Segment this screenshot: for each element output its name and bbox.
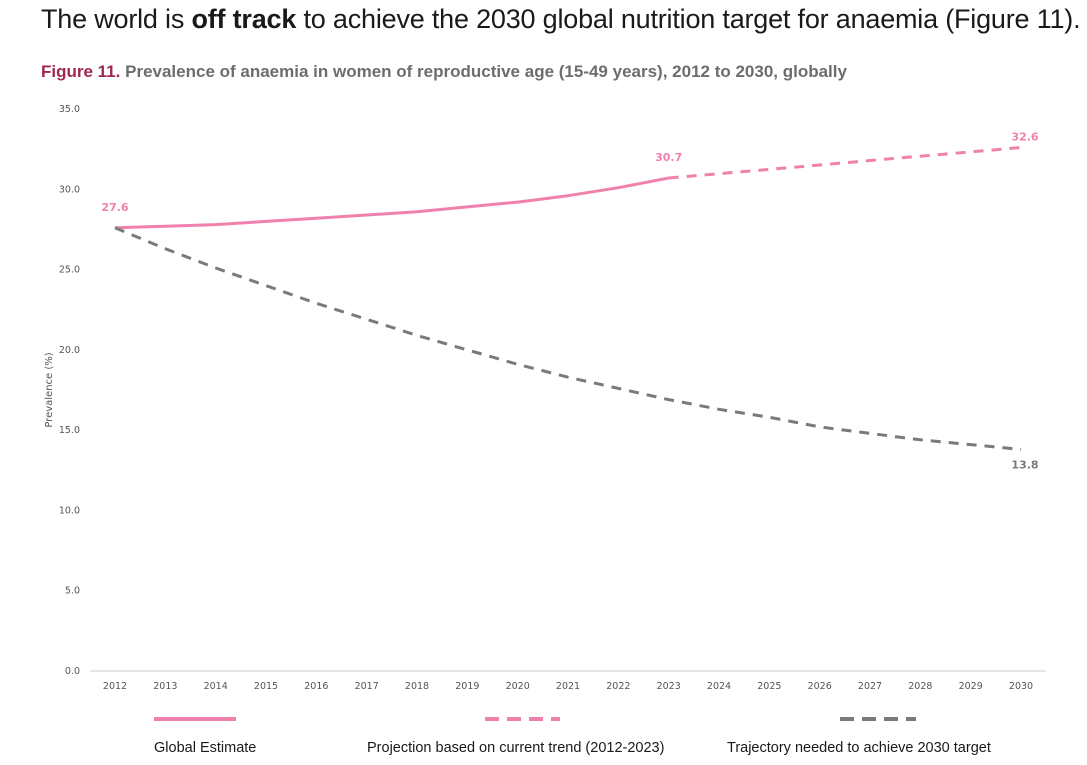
data-label: 32.6 bbox=[1011, 131, 1038, 144]
x-tick-label: 2021 bbox=[556, 681, 580, 692]
data-labels: 27.6 30.7 32.6 13.8 bbox=[101, 131, 1038, 472]
y-tick-label: 25.0 bbox=[59, 265, 80, 276]
x-tick-label: 2015 bbox=[254, 681, 278, 692]
x-tick-label: 2019 bbox=[455, 681, 479, 692]
x-tick-label: 2014 bbox=[204, 681, 228, 692]
x-tick-label: 2022 bbox=[606, 681, 630, 692]
x-tick-label: 2026 bbox=[808, 681, 832, 692]
x-tick-label: 2017 bbox=[355, 681, 379, 692]
data-label: 27.6 bbox=[101, 201, 128, 214]
x-tick-label: 2013 bbox=[153, 681, 177, 692]
x-tick-label: 2029 bbox=[959, 681, 983, 692]
y-tick-label: 0.0 bbox=[65, 666, 80, 677]
y-tick-label: 5.0 bbox=[65, 586, 80, 597]
x-tick-label: 2012 bbox=[103, 681, 127, 692]
y-tick-label: 30.0 bbox=[59, 184, 80, 195]
y-tick-label: 10.0 bbox=[59, 505, 80, 516]
headline-suffix: to achieve the 2030 global nutrition tar… bbox=[296, 4, 1081, 34]
data-label: 30.7 bbox=[655, 151, 682, 164]
figure-title: Figure 11. Prevalence of anaemia in wome… bbox=[41, 62, 847, 82]
target-trajectory-line bbox=[114, 226, 1022, 451]
global-estimate-line bbox=[114, 176, 669, 230]
projection-line bbox=[668, 146, 1022, 180]
x-tick-label: 2028 bbox=[908, 681, 932, 692]
y-axis-label: Prevalence (%) bbox=[44, 352, 55, 427]
x-tick-label: 2020 bbox=[506, 681, 530, 692]
legend-label: Projection based on current trend (2012-… bbox=[367, 740, 664, 756]
legend-label: Trajectory needed to achieve 2030 target bbox=[727, 740, 991, 756]
x-tick-label: 2025 bbox=[757, 681, 781, 692]
series bbox=[114, 146, 1022, 451]
legend: Global Estimate Projection based on curre… bbox=[154, 717, 991, 756]
y-tick-label: 15.0 bbox=[59, 425, 80, 436]
headline-prefix: The world is bbox=[41, 4, 192, 34]
data-label: 13.8 bbox=[1011, 458, 1038, 471]
x-tick-label: 2030 bbox=[1009, 681, 1033, 692]
x-tick-label: 2016 bbox=[304, 681, 328, 692]
figure-title-text: Prevalence of anaemia in women of reprod… bbox=[125, 62, 847, 81]
figure-number: Figure 11. bbox=[41, 62, 121, 81]
axes: 0.0 5.0 10.0 15.0 20.0 25.0 30.0 35.0 2012 2013 20… bbox=[44, 104, 1046, 692]
legend-label: Global Estimate bbox=[154, 740, 256, 756]
y-tick-label: 35.0 bbox=[59, 104, 80, 115]
y-tick-label: 20.0 bbox=[59, 345, 80, 356]
x-tick-label: 2023 bbox=[657, 681, 681, 692]
headline-bold: off track bbox=[191, 4, 297, 34]
x-tick-label: 2018 bbox=[405, 681, 429, 692]
page-headline: The world is off track to achieve the 20… bbox=[41, 4, 1081, 35]
x-tick-label: 2024 bbox=[707, 681, 731, 692]
x-tick-label: 2027 bbox=[858, 681, 882, 692]
